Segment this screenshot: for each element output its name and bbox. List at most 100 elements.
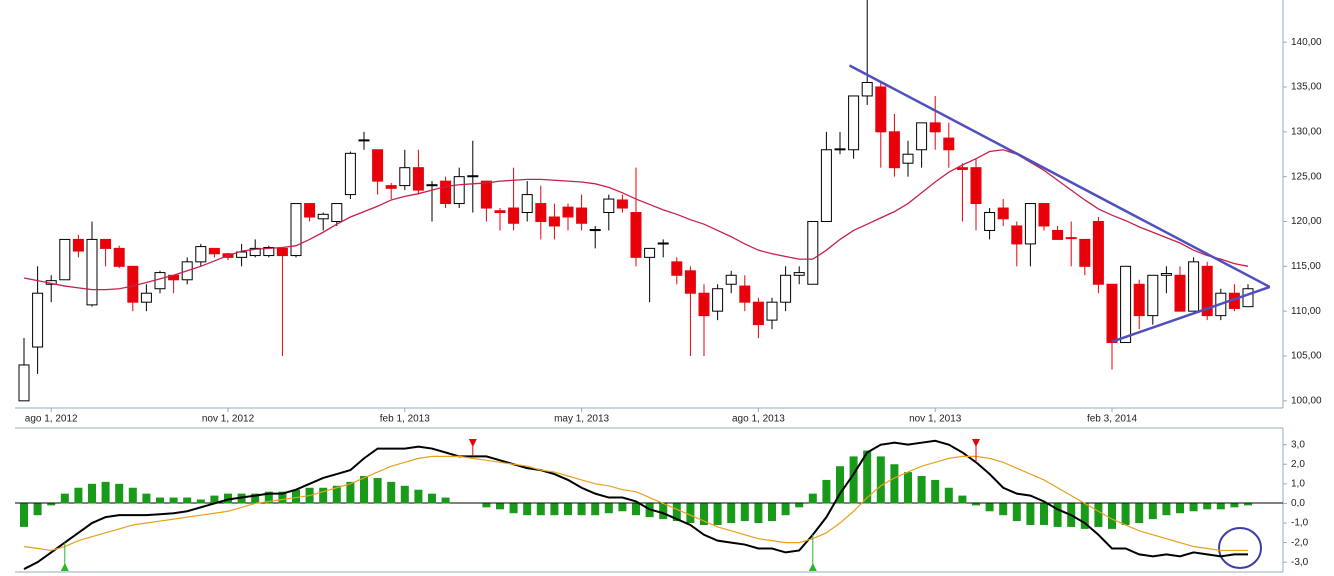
candle-body — [698, 292, 710, 317]
candle-body — [453, 176, 465, 205]
candle-body — [848, 95, 860, 151]
y-tick-label: 105,00 — [1291, 351, 1322, 362]
candle-body — [1147, 274, 1159, 317]
histogram-bar — [768, 503, 776, 522]
histogram-bar — [863, 450, 872, 504]
candle-body — [1024, 203, 1036, 245]
histogram-bar — [414, 489, 423, 504]
histogram-bar — [74, 487, 83, 504]
trend-line — [848, 64, 1271, 289]
candle-body — [358, 139, 370, 142]
histogram-bar — [1026, 503, 1035, 525]
candle-body — [956, 167, 968, 170]
candle-body — [412, 167, 424, 191]
histogram-bar — [387, 481, 396, 504]
candle-body — [616, 199, 628, 209]
histogram-bar — [319, 487, 328, 504]
histogram-bar — [713, 503, 722, 525]
histogram-bar — [659, 503, 668, 520]
candle-body — [154, 272, 166, 290]
candle-body — [1133, 283, 1145, 317]
histogram-bar — [169, 497, 178, 504]
histogram-bar — [482, 503, 491, 508]
histogram-bar — [931, 479, 940, 504]
histogram-bar — [944, 487, 953, 504]
candle-body — [902, 153, 914, 164]
sell-marker — [468, 439, 477, 447]
candle-body — [725, 274, 737, 285]
candle-body — [997, 207, 1009, 220]
candle-body — [861, 81, 873, 97]
histogram-bar — [1121, 503, 1130, 525]
candle-body — [32, 292, 44, 348]
candle-body — [1242, 288, 1254, 308]
histogram-bar — [496, 503, 504, 510]
histogram-bar — [20, 503, 28, 527]
candle-body — [1038, 203, 1050, 227]
candle-body — [535, 203, 547, 222]
histogram-bar — [428, 493, 436, 504]
histogram-bar — [1148, 503, 1157, 520]
histogram-bar — [972, 503, 980, 506]
candle-body — [888, 131, 900, 169]
candle-body — [1079, 238, 1091, 267]
candle-body — [521, 194, 533, 214]
histogram-bar — [142, 493, 151, 504]
candle-body — [630, 212, 642, 258]
histogram-bar — [210, 495, 219, 504]
histogram-bar — [47, 503, 56, 506]
candle-body — [208, 247, 220, 255]
candle-body — [195, 246, 207, 263]
y-tick-label: -3,0 — [1291, 557, 1309, 568]
candle-body — [1201, 265, 1213, 317]
candle-body — [72, 238, 84, 252]
histogram-bar — [1244, 503, 1252, 506]
x-tick-label: ago 1, 2013 — [732, 414, 785, 425]
x-tick-label: nov 1, 2013 — [909, 414, 962, 425]
histogram-bar — [1094, 503, 1103, 527]
histogram-bar — [795, 503, 804, 508]
candle-body — [548, 216, 560, 227]
histogram-bar — [700, 503, 708, 525]
candle-body — [249, 247, 261, 257]
candle-body — [657, 242, 669, 245]
candle-body — [344, 152, 356, 196]
histogram-bar — [999, 503, 1008, 516]
y-tick-label: -1,0 — [1291, 518, 1309, 529]
candle-body — [426, 184, 438, 187]
histogram-bar — [156, 497, 164, 504]
macd-line — [23, 439, 1248, 570]
candle-body — [1120, 265, 1132, 344]
candle-body — [467, 175, 479, 178]
candle-body — [1052, 229, 1064, 240]
histogram-bar — [441, 497, 450, 504]
histogram-bar — [33, 503, 42, 516]
candle-body — [59, 238, 71, 281]
histogram-bar — [523, 503, 532, 516]
candle-body — [1160, 272, 1172, 276]
candle-body — [1092, 220, 1104, 285]
y-tick-label: 115,00 — [1291, 261, 1321, 272]
histogram-bar — [88, 483, 96, 504]
y-tick-label: 110,00 — [1291, 306, 1321, 317]
histogram-bar — [1216, 503, 1225, 510]
histogram-bar — [292, 489, 300, 504]
candle-body — [508, 207, 520, 224]
y-tick-label: 3,0 — [1291, 439, 1305, 450]
histogram-bar — [1176, 503, 1184, 514]
candle-body — [1174, 274, 1186, 312]
candle-body — [304, 203, 316, 218]
x-tick-label: ago 1, 2012 — [25, 414, 78, 425]
candle-body — [603, 198, 615, 214]
candle-body — [86, 238, 98, 306]
histogram-bar — [128, 487, 137, 504]
histogram-bar — [876, 456, 885, 504]
candle-body — [562, 206, 574, 218]
candle-body — [576, 207, 588, 224]
histogram-bar — [632, 503, 640, 516]
candle-body — [140, 292, 152, 303]
histogram-bar — [251, 493, 260, 504]
candle-body — [263, 246, 275, 257]
histogram-bar — [618, 503, 627, 512]
candle-body — [276, 247, 288, 257]
